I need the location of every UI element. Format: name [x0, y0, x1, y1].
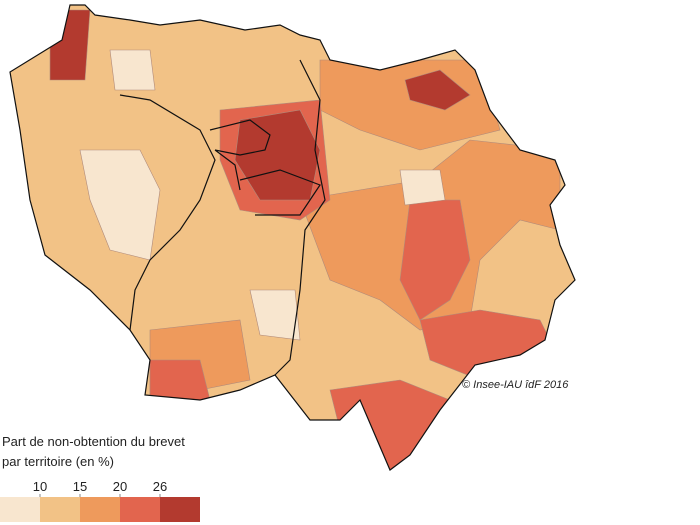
legend-break-label: 15 [73, 479, 87, 494]
region [49, 9, 91, 81]
region [329, 379, 451, 470]
legend-title: par territoire (en %) [2, 454, 114, 469]
legend-break-label: 26 [153, 479, 167, 494]
region [149, 359, 211, 401]
legend-swatch [120, 497, 160, 522]
legend-swatch [80, 497, 120, 522]
department-border [119, 59, 326, 376]
credit: © Insee-IAU îdF 2016 [462, 379, 569, 391]
region-border [9, 4, 576, 471]
legend-break-label: 10 [33, 479, 47, 494]
region [399, 199, 471, 321]
region [109, 49, 156, 91]
region [399, 169, 446, 206]
legend-swatch [160, 497, 200, 522]
legend-title: Part de non-obtention du brevet [2, 434, 185, 449]
region [404, 69, 471, 111]
legend-swatch [40, 497, 80, 522]
legend: 10 15 20 26 [0, 479, 200, 522]
legend-break-label: 20 [113, 479, 127, 494]
legend-swatch [0, 497, 40, 522]
region [249, 289, 301, 341]
